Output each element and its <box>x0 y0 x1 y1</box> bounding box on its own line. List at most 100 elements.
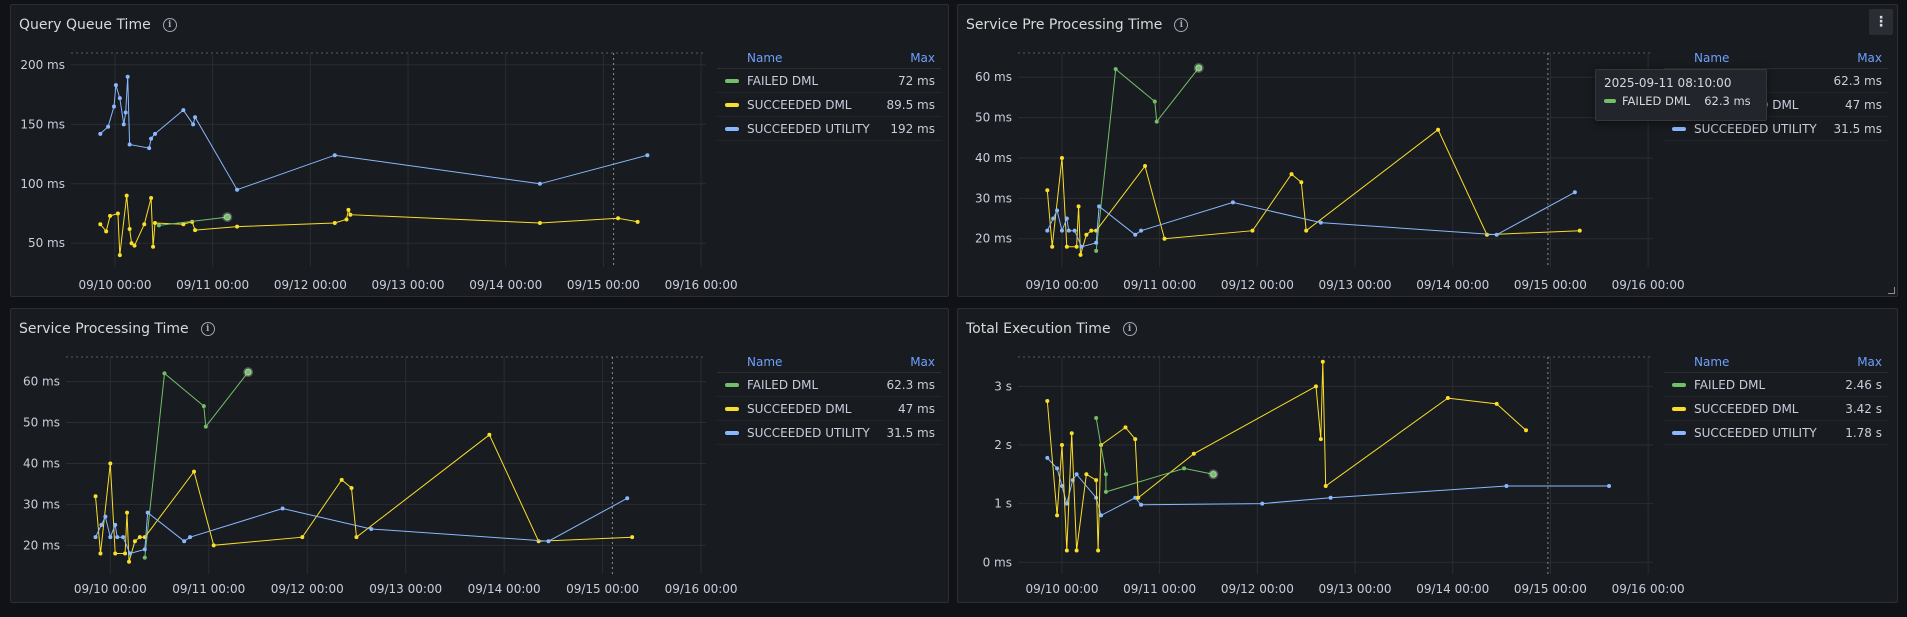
data-point <box>1143 164 1147 169</box>
legend-header-name[interactable]: Name <box>747 355 783 369</box>
time-series-chart[interactable]: 20 ms 30 ms 40 ms 50 ms 60 ms 09/10 00:00 09/1… <box>11 309 950 604</box>
data-point <box>145 510 150 515</box>
legend-row-failed-dml[interactable]: FAILED DML 2.46 s <box>1664 373 1888 397</box>
legend-header: Name Max <box>1664 51 1888 69</box>
legend-name: FAILED DML <box>1694 377 1766 392</box>
panel-header[interactable]: Query Queue Time i <box>19 11 177 39</box>
legend-row-succeeded-dml[interactable]: SUCCEEDED DML 3.42 s <box>1664 397 1888 421</box>
data-point <box>1139 228 1144 233</box>
y-tick-label: 60 ms <box>23 375 60 389</box>
info-icon[interactable]: i <box>1174 18 1189 32</box>
data-point <box>1097 204 1102 209</box>
y-tick-label: 50 ms <box>975 111 1012 125</box>
legend-row-succeeded-utility[interactable]: SUCCEEDED UTILITY 31.5 ms <box>1664 117 1888 141</box>
data-point <box>108 461 113 466</box>
data-point <box>1064 244 1069 249</box>
data-point <box>537 181 542 186</box>
legend-table: Name Max FAILED DML 2.46 s SUCCEEDED DML… <box>1664 355 1888 445</box>
data-point <box>149 196 154 201</box>
time-series-chart[interactable]: 0 ms 1 s 2 s 3 s 09/10 00:00 09/11 00:00 09/12… <box>958 309 1899 604</box>
legend-row-succeeded-dml[interactable]: SUCCEEDED DML 47 ms <box>717 397 941 421</box>
panel-header[interactable]: Service Processing Time i <box>19 315 215 343</box>
time-series-chart[interactable]: 50 ms 100 ms 150 ms 200 ms 09/10 00:00 09/11 … <box>11 5 950 298</box>
legend-row-succeeded-utility[interactable]: SUCCEEDED UTILITY 1.78 s <box>1664 421 1888 445</box>
data-point <box>1320 359 1325 364</box>
x-tick-label: 09/16 00:00 <box>665 582 738 596</box>
data-point <box>625 496 630 501</box>
data-point <box>156 223 161 228</box>
data-point <box>1445 396 1450 401</box>
data-point <box>1524 428 1528 433</box>
legend-row-succeeded-dml[interactable]: SUCCEEDED DML 89.5 ms <box>717 93 941 117</box>
panel-service-pre-processing-time[interactable]: Service Pre Processing Time i ⋮ 20 ms 30 … <box>957 4 1898 297</box>
legend-header-max[interactable]: Max <box>910 51 935 65</box>
data-point <box>201 404 206 409</box>
legend-max: 192 ms <box>890 121 935 136</box>
data-point <box>132 243 137 248</box>
legend-header: Name Max <box>717 355 941 373</box>
data-point <box>1045 188 1050 193</box>
y-tick-label: 60 ms <box>975 70 1012 84</box>
data-point <box>125 510 130 515</box>
data-point <box>1318 220 1323 225</box>
legend-header-name[interactable]: Name <box>747 51 783 65</box>
panel-total-execution-time[interactable]: Total Execution Time i 0 ms 1 s 2 s 3 s 09/1… <box>957 308 1898 603</box>
panel-query-queue-time[interactable]: Query Queue Time i 50 ms 100 ms 150 ms 200 … <box>10 4 949 297</box>
x-tick-label: 09/12 00:00 <box>1221 582 1294 596</box>
legend-header-max[interactable]: Max <box>910 355 935 369</box>
legend-row-succeeded-utility[interactable]: SUCCEEDED UTILITY 192 ms <box>717 117 941 141</box>
y-tick-label: 30 ms <box>975 191 1012 205</box>
legend-header-max[interactable]: Max <box>1857 355 1882 369</box>
legend-header-max[interactable]: Max <box>1857 51 1882 65</box>
data-point <box>108 213 113 218</box>
data-point <box>1064 548 1069 553</box>
data-point <box>203 424 208 429</box>
panel-header[interactable]: Total Execution Time i <box>966 315 1137 343</box>
data-point <box>1572 190 1577 195</box>
data-point <box>125 74 130 79</box>
data-point <box>243 367 254 378</box>
info-icon[interactable]: i <box>200 322 215 336</box>
resize-handle[interactable] <box>1888 287 1895 294</box>
x-tick-label: 09/11 00:00 <box>172 582 245 596</box>
panel-header[interactable]: Service Pre Processing Time i <box>966 11 1189 39</box>
x-tick-label: 09/11 00:00 <box>1123 278 1196 292</box>
legend-row-failed-dml[interactable]: FAILED DML 62.3 ms <box>717 373 941 397</box>
data-point <box>142 555 147 560</box>
data-point <box>127 226 132 231</box>
data-point <box>222 212 233 223</box>
y-tick-label: 30 ms <box>23 497 60 511</box>
legend-header-name[interactable]: Name <box>1694 51 1730 65</box>
x-tick-label: 09/14 00:00 <box>1416 582 1489 596</box>
data-point <box>280 506 285 511</box>
data-point <box>93 535 98 540</box>
x-tick-label: 09/14 00:00 <box>1416 278 1489 292</box>
panel-service-processing-time[interactable]: Service Processing Time i 20 ms 30 ms 40 m… <box>10 308 949 603</box>
data-point <box>616 216 621 221</box>
data-point <box>1084 472 1089 477</box>
x-tick-label: 09/10 00:00 <box>78 278 151 292</box>
legend-swatch <box>1672 382 1686 387</box>
x-tick-label: 09/13 00:00 <box>1319 278 1392 292</box>
y-tick-label: 1 s <box>994 497 1012 511</box>
data-point <box>346 207 351 212</box>
time-series-chart[interactable]: 20 ms 30 ms 40 ms 50 ms 60 ms 09/10 00:00 09/1… <box>958 5 1899 298</box>
data-point <box>1064 501 1069 506</box>
legend-row-succeeded-utility[interactable]: SUCCEEDED UTILITY 31.5 ms <box>717 421 941 445</box>
data-point <box>142 547 147 552</box>
y-tick-label: 20 ms <box>975 232 1012 246</box>
data-point <box>1182 466 1187 471</box>
data-point <box>1074 472 1079 477</box>
panel-title: Query Queue Time <box>19 17 151 33</box>
info-icon[interactable]: i <box>1122 322 1137 336</box>
legend-header-name[interactable]: Name <box>1694 355 1730 369</box>
data-point <box>127 142 132 147</box>
data-point <box>1208 469 1219 480</box>
data-point <box>113 522 118 527</box>
panel-menu-button[interactable]: ⋮ <box>1869 9 1893 35</box>
legend-row-failed-dml[interactable]: FAILED DML 72 ms <box>717 69 941 93</box>
data-point <box>1133 495 1138 500</box>
data-point <box>235 187 240 192</box>
legend-swatch <box>1672 430 1686 435</box>
info-icon[interactable]: i <box>162 18 177 32</box>
